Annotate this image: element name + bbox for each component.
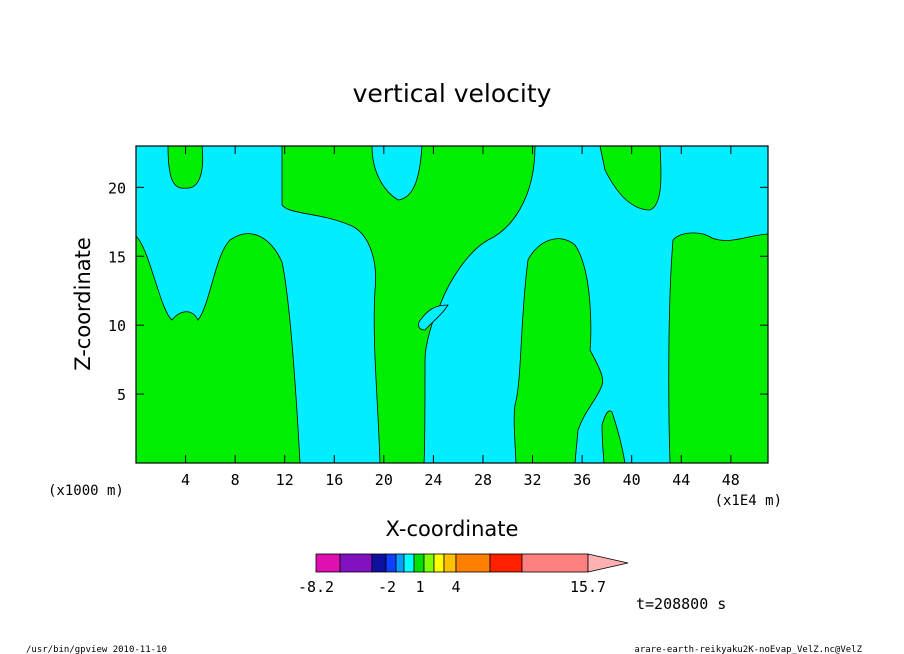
colorbar-extension <box>587 553 629 573</box>
colorbar-segment <box>339 553 373 573</box>
contour-region <box>601 410 626 464</box>
x-tick-label: 8 <box>231 471 240 489</box>
plot-frame <box>135 145 769 464</box>
y-tick-label: 5 <box>117 386 126 404</box>
contour-region <box>513 238 604 464</box>
x-ticks: 4 8 12 16 20 24 28 32 36 40 44 48 <box>181 146 740 489</box>
contour-region <box>668 232 769 464</box>
x-tick-label: 16 <box>325 471 343 489</box>
x-tick-label: 24 <box>424 471 442 489</box>
colorbar-segment <box>413 553 425 573</box>
x-tick-label: 28 <box>474 471 492 489</box>
y-ticks: 5 10 15 20 <box>108 179 768 404</box>
x-tick-label: 48 <box>722 471 740 489</box>
footer-left: /usr/bin/gpview 2010-11-10 <box>26 645 167 654</box>
colorbar-segment <box>403 553 415 573</box>
colorbar-segment <box>521 553 589 573</box>
colorbar <box>315 553 629 573</box>
x-tick-label: 12 <box>276 471 294 489</box>
y-axis-label: Z-coordinate <box>71 237 95 371</box>
time-label: t=208800 s <box>636 595 726 613</box>
contour-region <box>167 145 204 189</box>
colorbar-segment <box>423 553 435 573</box>
x-unit-left: (x1000 m) <box>48 483 124 499</box>
colorbar-label: 1 <box>415 578 424 596</box>
colorbar-segment <box>371 553 387 573</box>
colorbar-label: -2 <box>378 578 396 596</box>
colorbar-segment <box>443 553 457 573</box>
y-tick-label: 20 <box>108 179 126 197</box>
contour-region <box>281 145 536 464</box>
x-tick-label: 20 <box>375 471 393 489</box>
colorbar-label: -8.2 <box>298 578 334 596</box>
colorbar-segment <box>385 553 397 573</box>
colorbar-label: 4 <box>451 578 460 596</box>
x-tick-label: 44 <box>672 471 690 489</box>
colorbar-label: 15.7 <box>570 578 606 596</box>
x-tick-label: 36 <box>573 471 591 489</box>
y-tick-label: 10 <box>108 317 126 335</box>
x-unit-right: (x1E4 m) <box>715 493 782 509</box>
contour-region <box>418 304 449 331</box>
x-tick-label: 4 <box>181 471 190 489</box>
colorbar-segment <box>315 553 341 573</box>
chart-title: vertical velocity <box>353 79 552 108</box>
colorbar-segment <box>433 553 445 573</box>
x-tick-label: 40 <box>623 471 641 489</box>
colorbar-segment <box>455 553 491 573</box>
x-axis-label: X-coordinate <box>386 517 519 541</box>
contour-region <box>599 145 662 211</box>
contour-fills <box>135 145 769 464</box>
colorbar-segment <box>395 553 405 573</box>
colorbar-segment <box>489 553 523 573</box>
y-tick-label: 15 <box>108 248 126 266</box>
contour-region <box>135 233 301 464</box>
x-tick-label: 32 <box>524 471 542 489</box>
footer-right: arare-earth-reikyaku2K-noEvap_VelZ.nc@Ve… <box>634 645 862 654</box>
